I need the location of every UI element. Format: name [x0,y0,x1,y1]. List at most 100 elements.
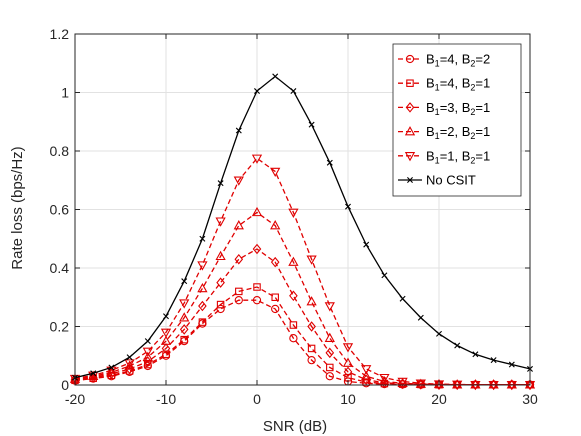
y-tick-label: 0.8 [50,143,70,159]
data-point [289,334,298,343]
legend-text-part: =1, B [440,148,471,163]
legend-subscript: 2 [470,83,475,93]
data-point [163,313,169,320]
y-tick-label: 0.6 [50,202,70,218]
data-point [180,335,188,344]
legend-text-part: B [426,52,435,67]
legend-box [392,43,522,197]
data-point [272,73,279,80]
data-point [144,338,151,345]
legend-marker [405,54,415,64]
data-point [90,370,97,377]
x-tick-label: -20 [65,391,85,407]
data-point [508,361,515,368]
data-point [454,342,461,349]
series-line [74,75,531,379]
data-point [235,127,242,134]
data-point [324,332,335,342]
data-point [290,88,297,95]
data-point [490,357,497,364]
legend-label: B1=1, B2=1 [426,148,490,165]
legend-label: B1=4, B2=2 [426,52,490,69]
data-point [215,250,226,261]
data-point [342,343,354,353]
legend-subscript: 1 [435,155,440,165]
y-tick-label: 0.4 [50,260,70,276]
data-point [251,206,263,217]
y-tick-label: 1.2 [50,26,70,42]
ticks: -20 -10 0 10 20 30 0 0.2 0.4 0.6 0.8 1 1.2 [50,26,538,407]
legend-text-part: =1 [475,76,490,91]
legend-subscript: 1 [435,83,440,93]
data-point [161,343,171,354]
data-point [342,357,354,367]
legend-text-part: B [426,76,435,91]
data-point [415,379,426,389]
data-point [381,272,388,279]
data-point [217,180,224,187]
legend-text-part: =4, B [440,76,471,91]
legend-subscript: 1 [435,59,440,69]
data-point [308,121,315,128]
legend-subscript: 2 [470,131,475,141]
data-point [216,304,225,314]
data-point [361,370,372,380]
legend-text-part: =4, B [440,52,471,67]
legend-marker [407,177,413,183]
data-point [216,277,225,288]
data-point [252,243,262,255]
data-point [289,290,298,302]
data-point [125,363,134,375]
data-point [325,347,335,359]
data-point [234,296,243,305]
data-point [235,287,243,296]
data-point [216,300,225,309]
data-point [179,299,190,309]
data-point [181,278,188,285]
data-point [379,373,390,384]
x-tick-label: 30 [522,391,538,407]
y-tick-label: 1 [61,85,69,101]
data-point [307,321,316,332]
legend-text-part: =3, B [440,100,471,115]
legend-item: B1=3, B2=1 [398,100,490,117]
data-point [124,360,135,370]
legend-text-part: =1 [475,148,490,163]
legend-subscript: 2 [470,155,475,165]
data-point [270,220,281,230]
data-point [345,203,351,210]
legend-text-part: B [426,148,435,163]
data-point [160,335,172,345]
data-point [234,253,244,265]
legend-text-part: =2 [475,52,490,67]
data-point [288,256,299,266]
data-point [270,256,280,268]
series-0 [70,296,535,389]
x-axis-label: SNR (dB) [263,418,327,435]
legend-item: B1=4, B2=2 [398,52,490,69]
data-point [326,159,333,166]
data-point [363,241,370,248]
legend-marker [404,126,416,136]
legend-item: B1=2, B2=1 [398,124,490,141]
legend-label: B1=4, B2=1 [426,76,490,93]
x-tick-label: -10 [156,391,176,407]
x-tick-label: 20 [431,391,447,407]
data-point [199,235,206,242]
legend: B1=4, B2=2B1=4, B2=1B1=3, B2=1B1=2, B2=1… [392,43,522,197]
data-point [124,359,135,369]
data-point [361,365,372,375]
data-point [197,282,208,293]
data-point [326,363,334,372]
data-point [197,261,208,271]
data-point [472,351,479,358]
data-point [108,364,115,371]
x-tick-label: 10 [340,391,356,407]
legend-marker [404,152,416,162]
data-point [142,347,153,357]
data-point [254,88,260,95]
legend-marker [406,79,414,87]
legend-text-part: No CSIT [426,173,476,188]
data-point [162,350,170,359]
data-point [126,354,133,361]
